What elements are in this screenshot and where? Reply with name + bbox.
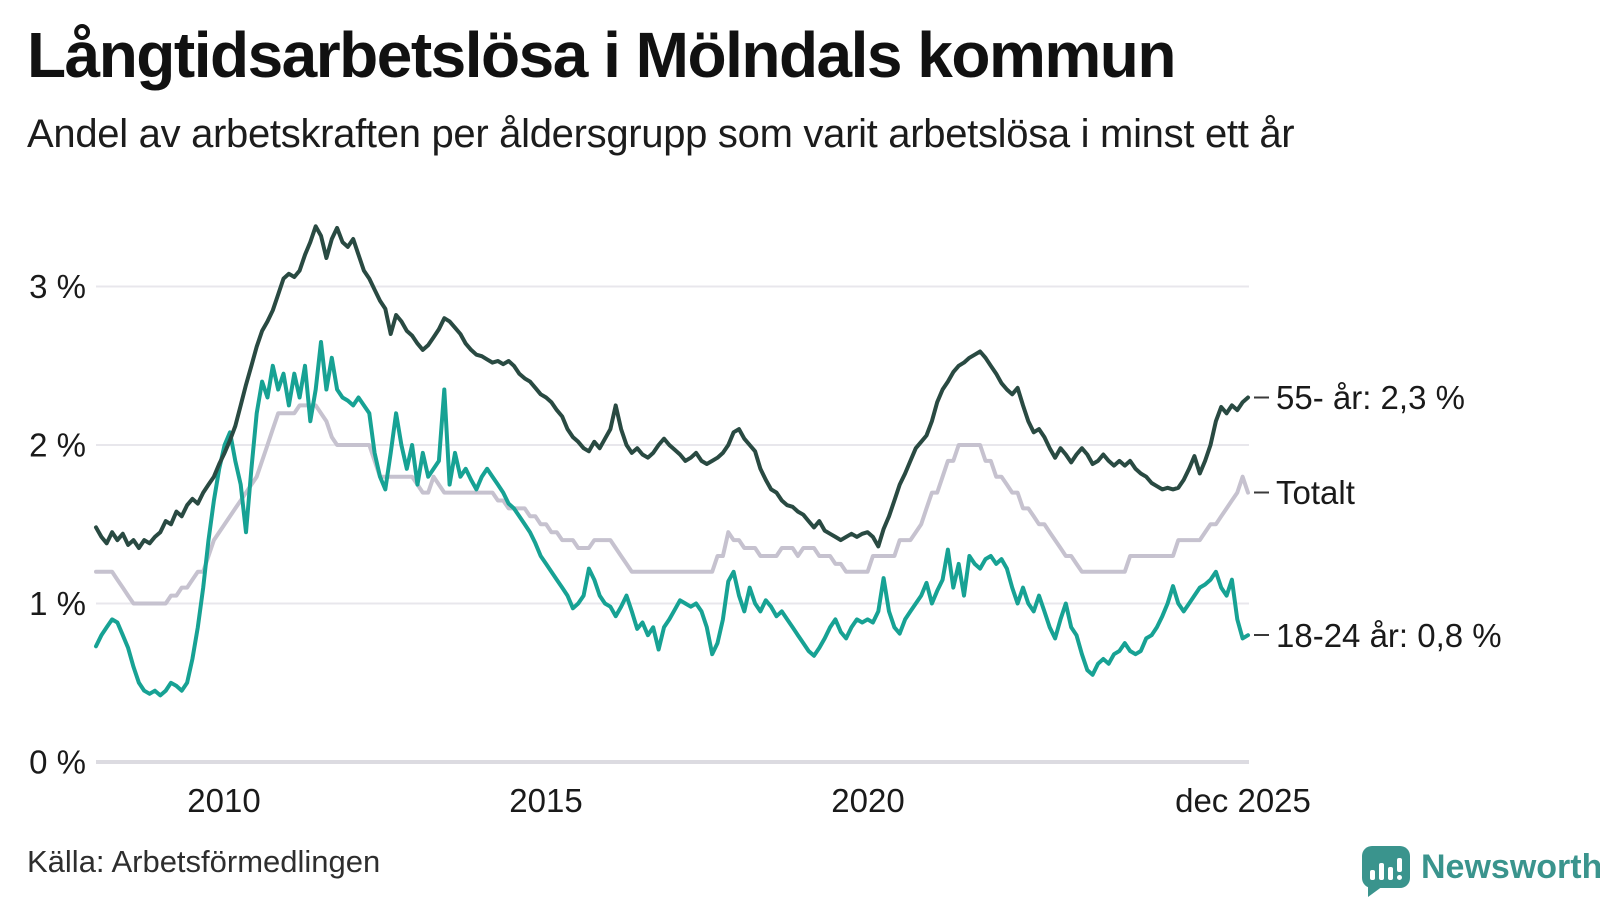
y-axis-label-0: 0 % [29,744,86,781]
newsworthy-logo: Newsworthy [1362,846,1600,888]
series-line-18-24 [94,340,1250,698]
y-axis-label-1: 1 % [29,585,86,622]
bar-3 [1388,867,1393,880]
page-title: Långtidsarbetslösa i Mölndals kommun [27,19,1176,91]
series-line-totalt [94,403,1250,606]
bar-chart-speech-bubble-icon [1362,846,1410,888]
source-text: Källa: Arbetsförmedlingen [27,844,381,879]
y-axis-label-3: 3 % [29,268,86,305]
brand-name: Newsworthy [1421,847,1600,886]
series-end-label-totalt: Totalt [1276,474,1355,511]
bar-chart-glyph [1370,858,1402,880]
series-end-label-18-24: 18-24 år: 0,8 % [1276,617,1502,654]
page-subtitle: Andel av arbetskraften per åldersgrupp s… [27,112,1295,156]
bar-2 [1379,863,1384,880]
series-end-label-55: 55- år: 2,3 % [1276,379,1465,416]
exclamation-dot [1397,875,1402,880]
exclamation-stem [1397,858,1402,872]
y-axis-label-2: 2 % [29,427,86,464]
x-axis-label-dec-2025: dec 2025 [1175,782,1311,819]
x-axis-label-2010: 2010 [187,782,260,819]
x-axis-label-2015: 2015 [509,782,582,819]
x-axis-label-2020: 2020 [831,782,904,819]
series-line-55 [94,224,1250,550]
exclamation-glyph [1397,858,1402,880]
bar-1 [1370,870,1375,880]
